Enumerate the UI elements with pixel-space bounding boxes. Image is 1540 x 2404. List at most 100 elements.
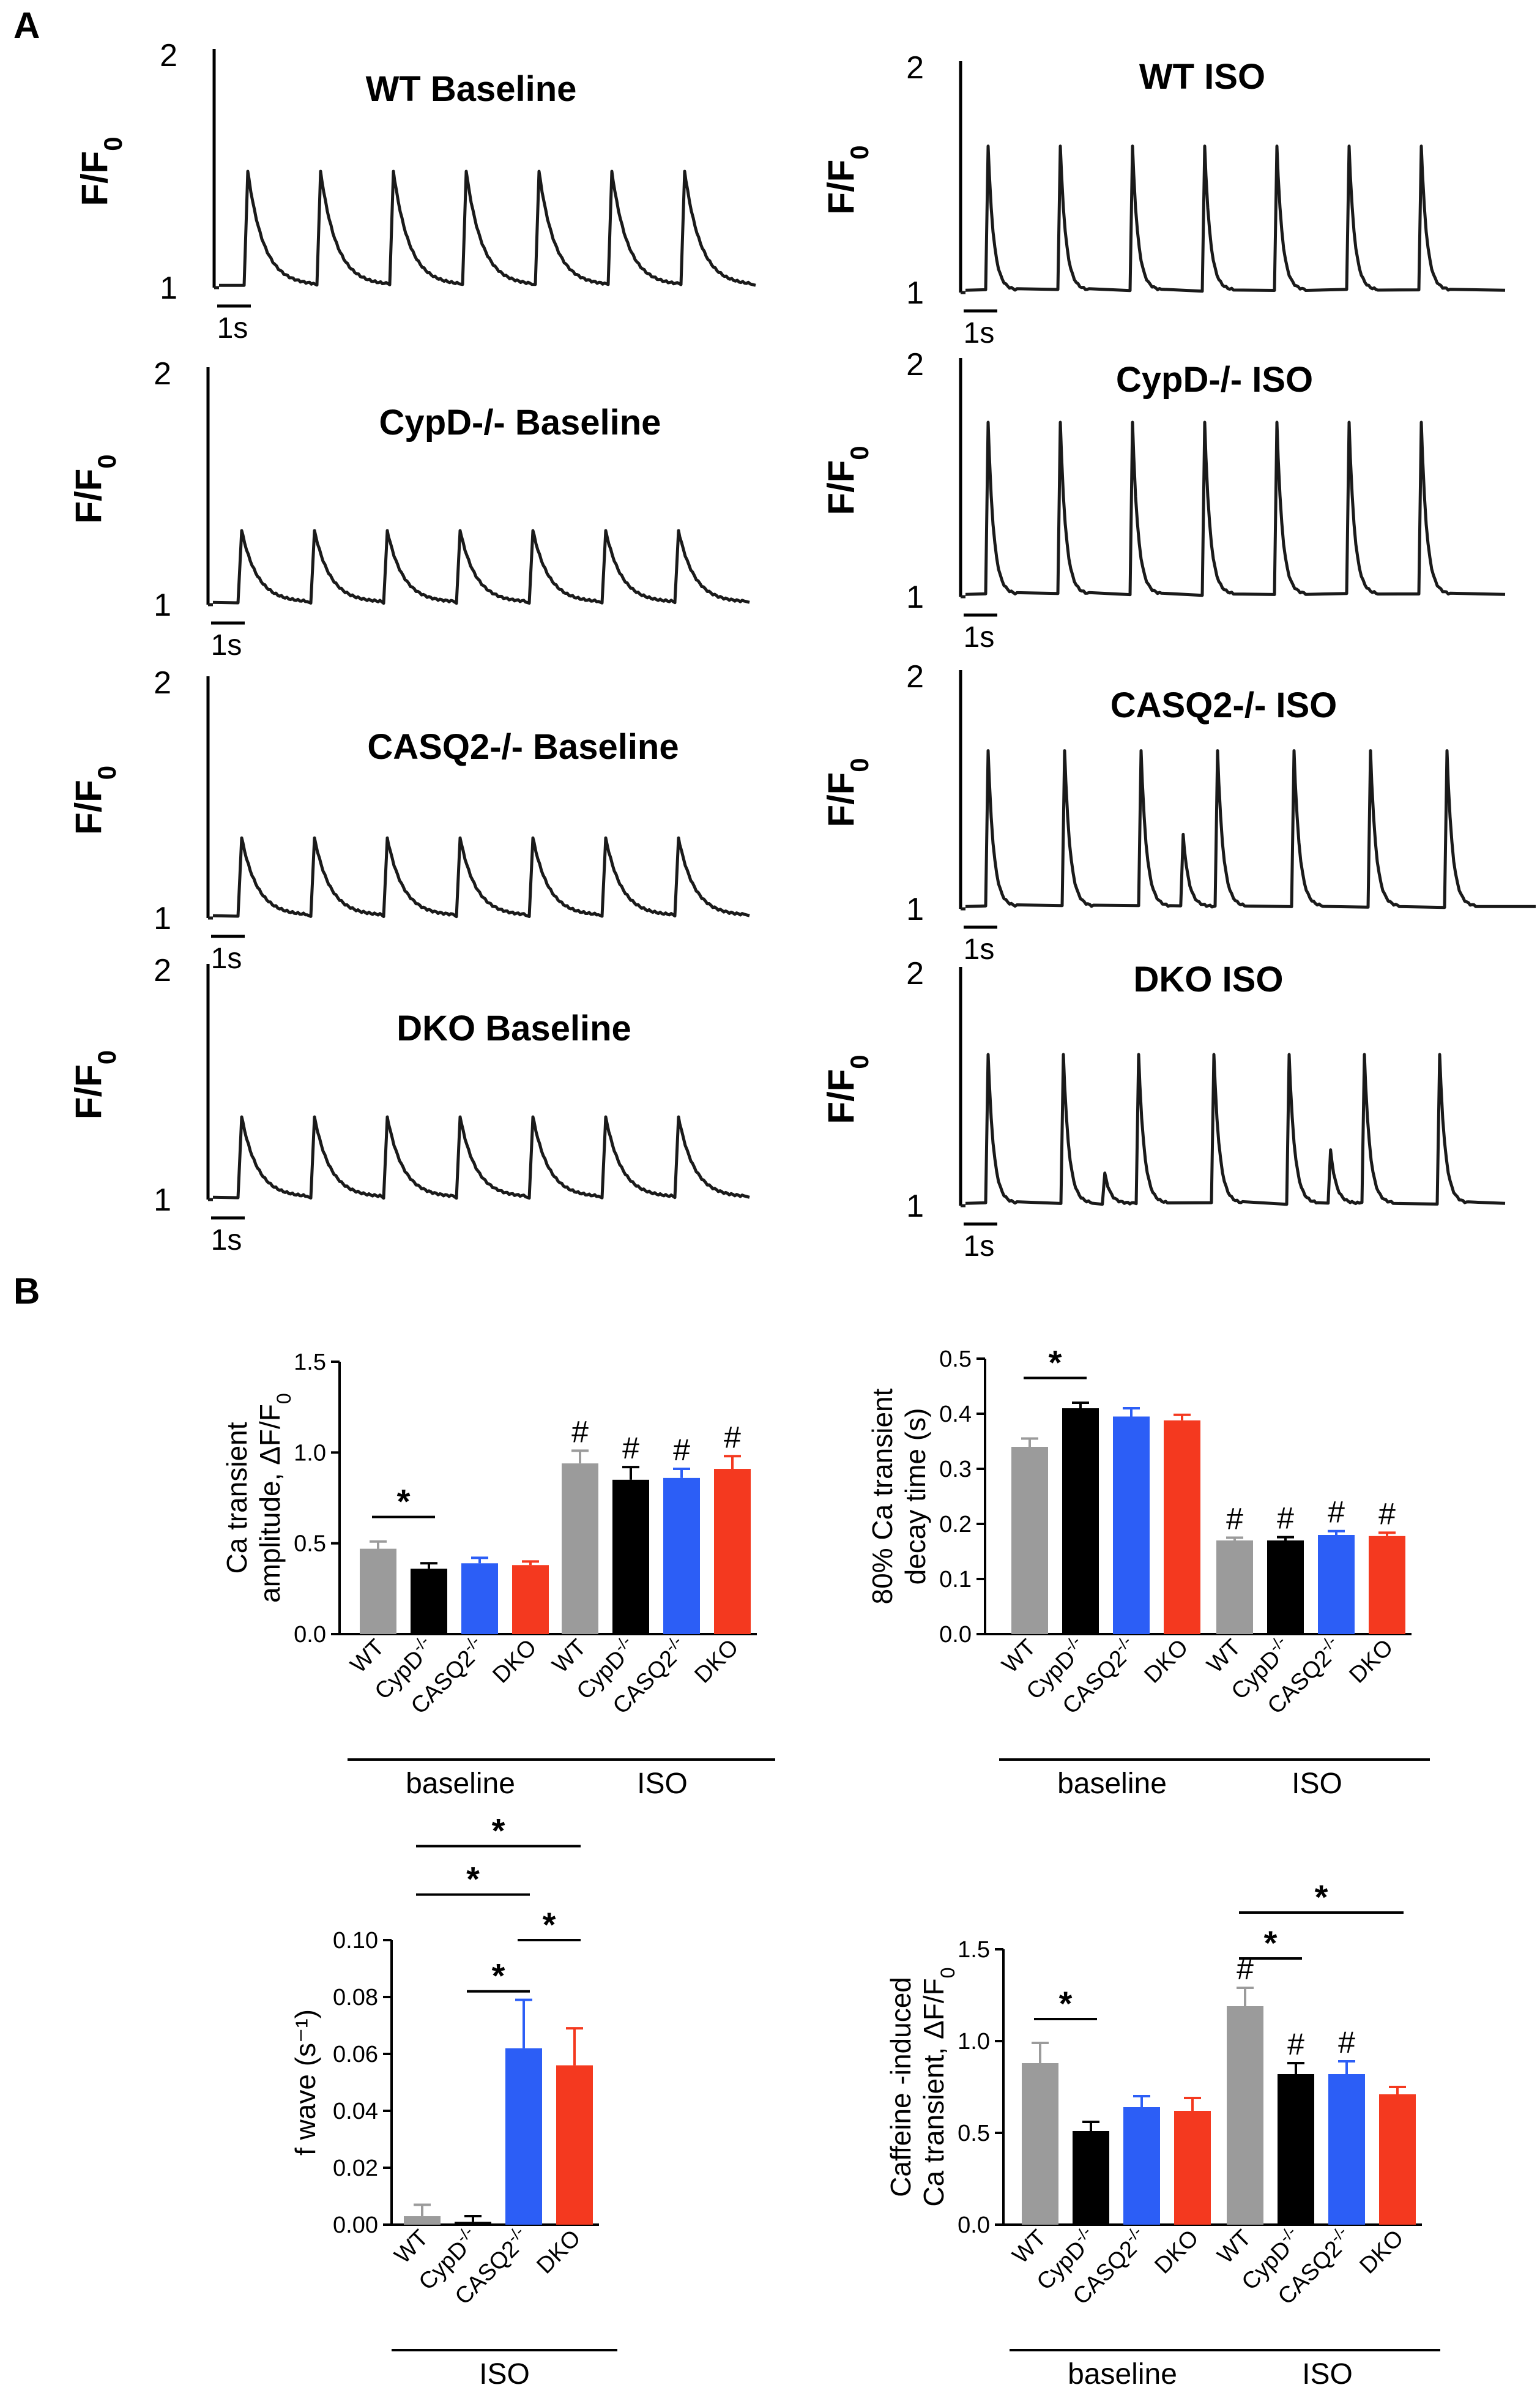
trace-title: DKO Baseline [396, 1009, 631, 1048]
trace-y-label: F/F0 [74, 136, 127, 206]
bar-chart-panel: 0.000.020.040.060.080.10f wave (s⁻¹)WTCy… [289, 1812, 617, 2391]
hash-marker: # [673, 1433, 690, 1467]
trace-panel: 1 2 F/F0 CASQ2-/- ISO 1s [820, 659, 1536, 966]
trace-ytick-label: 2 [906, 659, 924, 695]
group-label: ISO [1292, 1768, 1342, 1800]
significance-star: * [1264, 1924, 1278, 1962]
scale-bar-label: 1s [964, 1230, 995, 1263]
bar-y-tick-label: 1.5 [958, 1937, 990, 1963]
scale-bar-label: 1s [217, 312, 248, 345]
significance-star: * [1315, 1878, 1328, 1916]
bar-y-tick-label: 0.2 [939, 1512, 972, 1537]
hash-marker: # [1378, 1496, 1396, 1531]
bar [1174, 2111, 1211, 2225]
trace-panel: 1 2 F/F0 CASQ2-/- Baseline 1s [68, 665, 750, 975]
bar [455, 2222, 491, 2225]
trace-y-label: F/F0 [68, 454, 121, 523]
trace-ytick-label: 1 [906, 892, 924, 927]
bar [1318, 1535, 1355, 1634]
bar [1278, 2074, 1314, 2225]
calcium-trace-line [965, 1053, 1506, 1206]
trace-title: DKO ISO [1134, 960, 1284, 999]
trace-panel: 1 2 F/F0 CypD-/- Baseline 1s [68, 356, 750, 662]
scale-bar-label: 1s [211, 629, 242, 662]
bar-y-label: f wave (s⁻¹) [289, 2009, 321, 2156]
bar-y-label: Ca transient, ΔF/F0 [918, 1967, 959, 2206]
significance-star: * [492, 1812, 505, 1850]
category-label: DKO [1139, 1635, 1193, 1689]
hash-marker: # [1328, 1495, 1345, 1529]
category-label: DKO [488, 1635, 541, 1689]
bar-y-tick-label: 0.10 [333, 1928, 378, 1954]
bar [714, 1469, 751, 1634]
calcium-trace-line [212, 529, 750, 605]
bar [1113, 1416, 1150, 1634]
bar [1369, 1536, 1405, 1634]
category-label: WT [390, 2225, 433, 2269]
trace-ytick-label: 1 [906, 1189, 924, 1224]
trace-ytick-label: 1 [906, 275, 924, 311]
bar-y-tick-label: 0.08 [333, 1985, 378, 2010]
trace-title: CASQ2-/- Baseline [367, 727, 679, 767]
category-label: WT [1008, 2225, 1051, 2269]
bar-y-tick-label: 0.0 [294, 1622, 326, 1648]
category-label: WT [548, 1635, 591, 1678]
hash-marker: # [1338, 2025, 1355, 2059]
significance-star: * [543, 1905, 556, 1944]
trace-ytick-label: 1 [154, 1182, 171, 1218]
calcium-trace-line [212, 1115, 750, 1200]
bar [1123, 2107, 1160, 2225]
group-label: baseline [406, 1768, 515, 1800]
bar-y-label: Caffeine -induced [885, 1977, 917, 2197]
bar [1164, 1420, 1200, 1634]
trace-ytick-label: 1 [154, 901, 171, 936]
trace-ytick-label: 2 [154, 356, 171, 392]
bar-y-tick-label: 1.5 [294, 1349, 326, 1375]
trace-title: CypD-/- Baseline [379, 403, 661, 442]
hash-marker: # [571, 1414, 589, 1449]
significance-star: * [1049, 1343, 1062, 1382]
bar [512, 1565, 549, 1634]
category-label: DKO [1355, 2225, 1408, 2279]
trace-panel: 1 2 F/F0 DKO Baseline 1s [68, 953, 750, 1256]
bar [404, 2216, 441, 2225]
bar-y-label: 80% Ca transient [866, 1388, 898, 1604]
category-label: DKO [690, 1635, 743, 1689]
trace-title: WT Baseline [366, 69, 577, 109]
bar-y-tick-label: 0.04 [333, 2099, 378, 2124]
group-label: baseline [1068, 2358, 1177, 2391]
trace-panel: 1 2 F/F0 WT Baseline 1s [74, 38, 756, 345]
trace-ytick-label: 2 [906, 50, 924, 86]
bar [663, 1477, 700, 1634]
scale-bar-label: 1s [964, 621, 995, 654]
hash-marker: # [1287, 2027, 1304, 2061]
bar-y-tick-label: 0.1 [939, 1567, 972, 1592]
bar-y-tick-label: 0.00 [333, 2212, 378, 2238]
trace-ytick-label: 1 [906, 580, 924, 615]
panel-letter-a: A [13, 5, 40, 46]
hash-marker: # [622, 1431, 639, 1465]
trace-ytick-label: 1 [160, 271, 177, 306]
bar-chart-panel: 0.0 0.5 1.0 1.5 Caffeine -induced Ca transien… [885, 1878, 1440, 2391]
bar [461, 1563, 498, 1634]
trace-title: CypD-/- ISO [1116, 360, 1313, 400]
bar-y-tick-label: 1.0 [958, 2029, 990, 2055]
trace-y-label: F/F0 [820, 145, 874, 214]
hash-marker: # [1226, 1502, 1243, 1536]
scale-bar-label: 1s [211, 1224, 242, 1256]
bar [1062, 1408, 1099, 1634]
bar-y-tick-label: 0.06 [333, 2042, 378, 2067]
scale-bar-label: 1s [964, 317, 995, 349]
scale-bar-label: 1s [211, 943, 242, 975]
trace-y-label: F/F0 [68, 766, 121, 835]
calcium-trace-line [965, 749, 1536, 909]
panel-letter-b: B [13, 1271, 40, 1312]
category-label: WT [997, 1635, 1041, 1678]
trace-ytick-label: 2 [154, 665, 171, 701]
group-label: ISO [637, 1768, 688, 1800]
calcium-trace-line [212, 836, 750, 919]
trace-title: CASQ2-/- ISO [1110, 685, 1337, 725]
bar [562, 1463, 598, 1634]
bar-y-label: decay time (s) [899, 1408, 931, 1585]
